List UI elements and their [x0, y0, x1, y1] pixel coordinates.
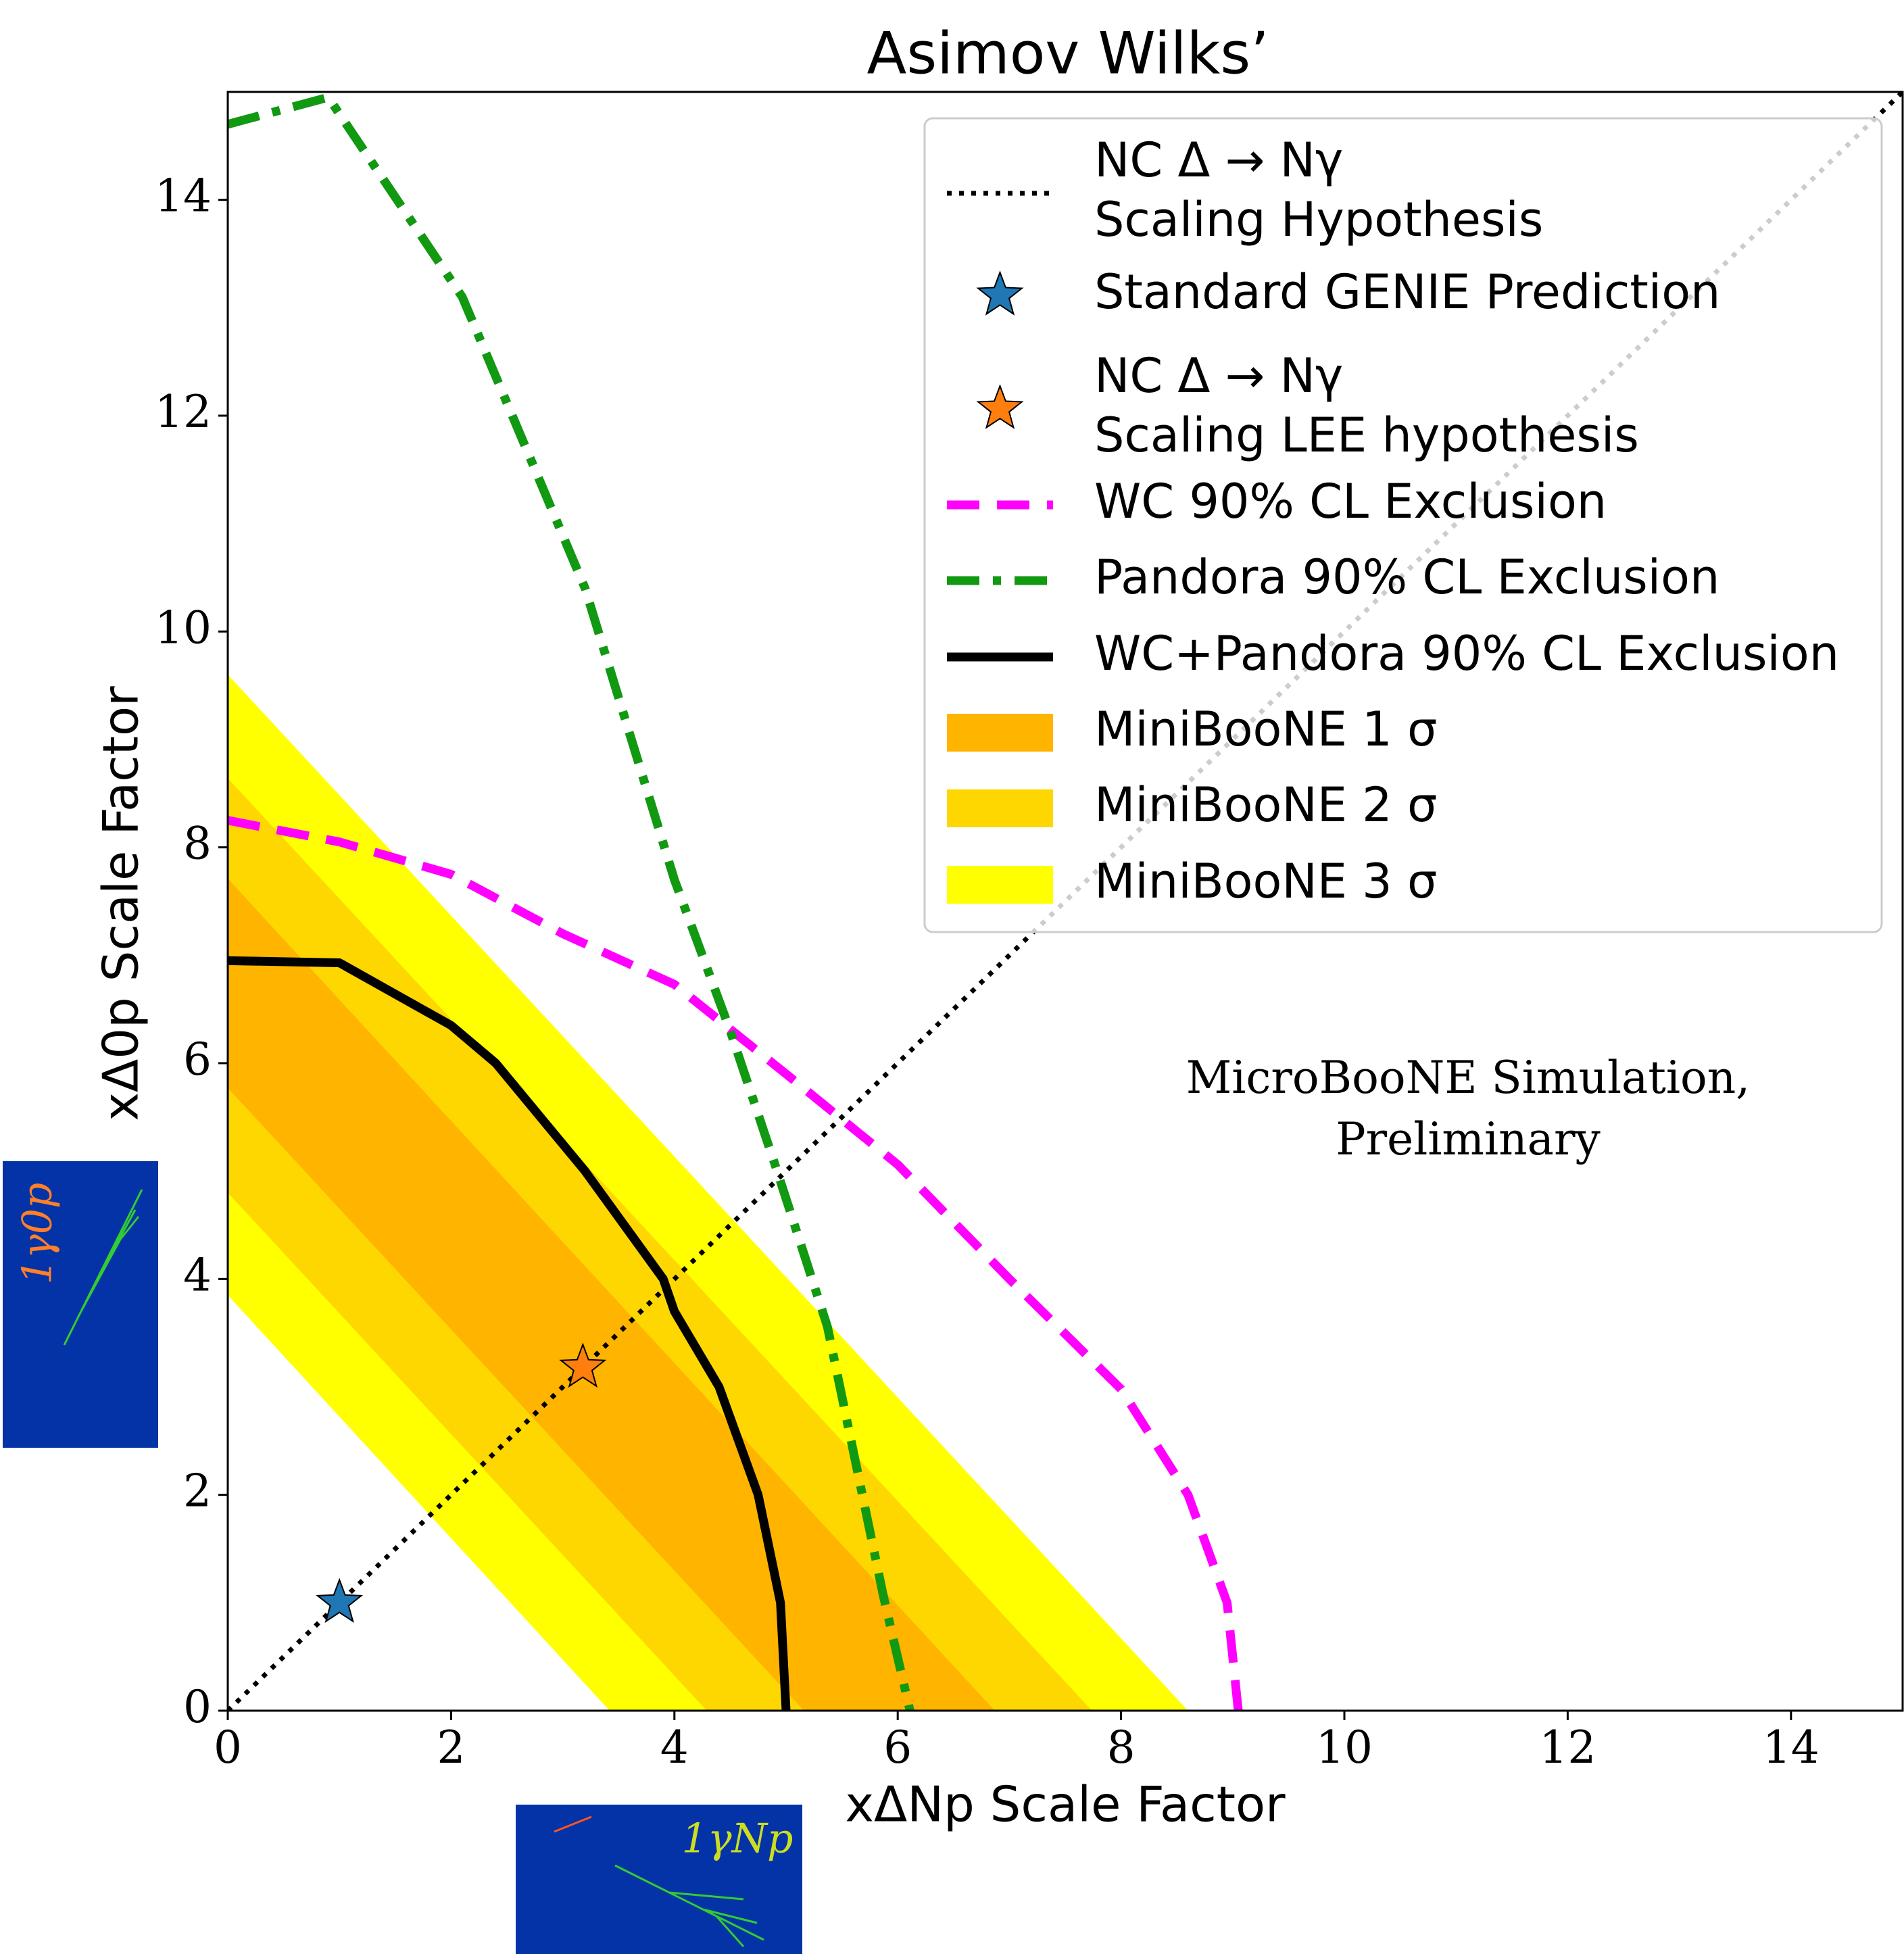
x-tick-label: 0: [214, 1721, 242, 1774]
y-tick-label: 2: [183, 1465, 212, 1517]
y-tick-label: 10: [155, 602, 212, 654]
y-tick-label: 8: [183, 818, 212, 870]
inset-0p: 1γ0p: [3, 1161, 158, 1448]
y-tick-label: 0: [183, 1681, 212, 1733]
legend-label: MiniBooNE 1 σ: [1094, 702, 1437, 757]
legend-label: NC Δ → Nγ: [1094, 348, 1343, 404]
annotation: Preliminary: [1336, 1113, 1601, 1165]
x-axis-label: xΔNp Scale Factor: [845, 1776, 1286, 1833]
legend-label: Pandora 90% CL Exclusion: [1094, 549, 1719, 605]
chart: Asimov Wilks’ xΔNp Scale Factor xΔ0p Sca…: [0, 0, 1904, 1954]
y-tick-label: 6: [183, 1033, 212, 1085]
y-axis-label: xΔ0p Scale Factor: [93, 686, 149, 1121]
annotation: MicroBooNE Simulation,: [1186, 1052, 1751, 1104]
chart-title: Asimov Wilks’: [866, 20, 1269, 87]
x-tick-label: 6: [883, 1721, 912, 1774]
legend-label: WC+Pandora 90% CL Exclusion: [1094, 626, 1839, 681]
y-tick-label: 12: [155, 386, 212, 438]
legend-label: Scaling LEE hypothesis: [1094, 408, 1639, 463]
inset-label: 1γNp: [682, 1815, 794, 1863]
legend-patch: [947, 866, 1053, 904]
legend-patch: [947, 789, 1053, 827]
inset-label: 1γ0p: [14, 1183, 62, 1285]
legend-label: NC Δ → Nγ: [1094, 132, 1343, 188]
legend-label: MiniBooNE 3 σ: [1094, 854, 1437, 909]
inset-np: 1γNp: [516, 1805, 802, 1954]
x-tick-label: 2: [437, 1721, 465, 1774]
x-tick-label: 8: [1107, 1721, 1136, 1774]
legend-label: WC 90% CL Exclusion: [1094, 474, 1607, 529]
x-tick-label: 4: [660, 1721, 689, 1774]
x-tick-label: 10: [1316, 1721, 1373, 1774]
y-tick-label: 14: [155, 170, 212, 222]
legend-patch: [947, 714, 1053, 752]
legend-label: Standard GENIE Prediction: [1094, 264, 1720, 320]
x-tick-label: 12: [1539, 1721, 1596, 1774]
y-tick-label: 4: [183, 1249, 212, 1301]
legend-label: Scaling Hypothesis: [1094, 192, 1543, 247]
legend-label: MiniBooNE 2 σ: [1094, 777, 1437, 833]
x-tick-label: 14: [1763, 1721, 1820, 1774]
